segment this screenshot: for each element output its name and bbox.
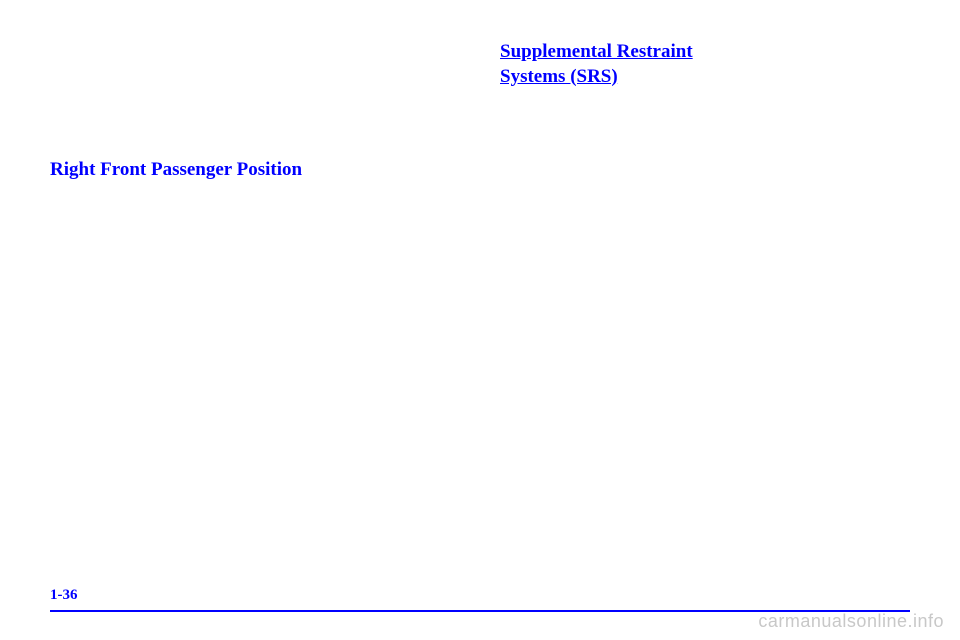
watermark-text: carmanualsonline.info bbox=[758, 611, 944, 632]
left-section-heading: Right Front Passenger Position bbox=[50, 158, 460, 183]
two-column-layout: Right Front Passenger Position Supplemen… bbox=[50, 40, 910, 550]
page-number: 1-36 bbox=[50, 587, 84, 604]
right-column: Supplemental RestraintSystems (SRS) bbox=[500, 40, 910, 550]
document-page: Right Front Passenger Position Supplemen… bbox=[0, 0, 960, 640]
left-column: Right Front Passenger Position bbox=[50, 40, 460, 550]
cross-reference-link[interactable]: Supplemental RestraintSystems (SRS) bbox=[500, 40, 910, 89]
